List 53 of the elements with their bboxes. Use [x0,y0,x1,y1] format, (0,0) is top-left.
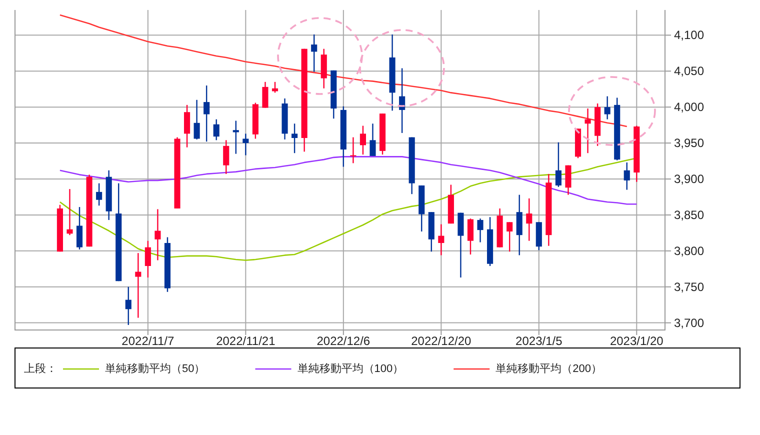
candlestick [135,252,142,318]
candlestick [624,162,630,190]
candlestick [76,206,83,250]
candlestick [506,222,513,252]
candlestick [213,118,220,141]
candlestick [96,182,102,206]
candlestick [477,218,484,243]
y-tick-label: 3,700 [674,316,704,330]
x-tick-label: 2023/1/5 [516,334,563,348]
candlestick [262,81,268,108]
candlestick [526,198,532,242]
x-tick-label: 2022/12/20 [411,334,472,348]
candlestick [604,96,610,120]
candlestick [272,81,278,94]
legend-label: 単純移動平均（50） [105,363,206,375]
legend-label: 単純移動平均（200） [496,363,602,375]
candlestick [242,133,249,156]
candlestick [565,164,572,196]
y-tick-label: 3,750 [674,280,704,294]
x-tick-label: 2023/1/20 [610,334,664,348]
candlestick [516,194,522,256]
candlestick [555,142,562,188]
candlestick [204,84,210,142]
candlestick [125,286,132,326]
candlestick [350,136,356,164]
x-tick-label: 2022/11/21 [216,334,276,348]
candlestick [184,104,190,148]
candlestick [438,224,444,256]
candlestick [144,240,151,278]
candlestick [584,108,591,154]
candlestick [320,48,327,89]
y-tick-label: 3,950 [674,136,704,150]
candlestick [370,123,376,157]
y-tick-label: 4,050 [674,64,704,78]
y-tick-label: 4,000 [674,100,704,114]
candlestick [194,99,200,140]
y-tick-label: 3,850 [674,208,704,222]
x-tick-label: 2022/12/6 [316,334,370,348]
candlestick [292,123,298,154]
candlestick [66,188,73,236]
legend-title: 上段： [24,362,57,375]
candlestick [467,218,474,256]
y-tick-label: 4,100 [674,28,704,42]
candlestick [458,212,464,278]
candlestick [154,208,161,261]
candlestick [223,140,230,175]
legend-label: 単純移動平均（100） [297,363,404,375]
y-tick-label: 3,800 [674,244,704,258]
candlestick [311,34,318,72]
candlestick [360,125,366,156]
x-tick-label: 2022/11/7 [122,334,175,348]
y-tick-label: 3,900 [674,172,704,186]
candlestick [232,120,239,154]
